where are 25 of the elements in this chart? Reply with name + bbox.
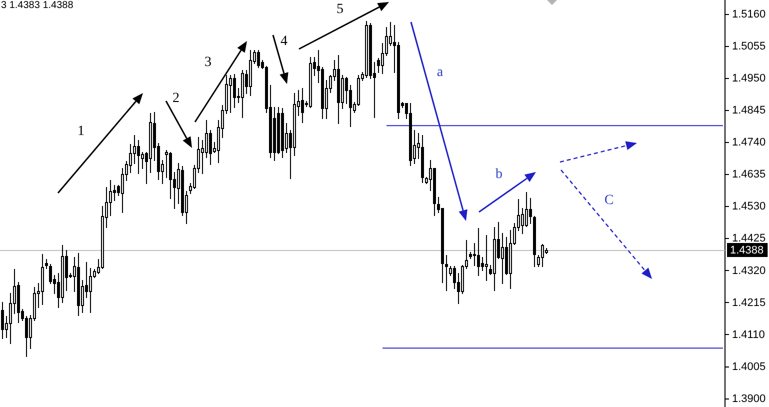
y-tick-label: 1.5160 [732,8,766,21]
y-tick-label: 1.4215 [732,296,766,309]
y-tick-label: 1.4530 [732,200,766,213]
annotation: 2 [172,91,180,107]
y-tick-label: 1.4635 [732,168,766,181]
y-tick-label: 1.4845 [732,104,766,117]
annotation: 3 [204,55,212,71]
annotation: 3 1.4383 1.4388 [1,0,74,11]
y-tick-label: 1.5055 [732,40,766,53]
y-tick-label: 1.4950 [732,72,766,85]
annotation: C [604,193,614,209]
y-tick-label: 1.4425 [732,232,766,245]
candlestick [473,243,476,266]
annotation: 5 [336,2,344,18]
annotation: 1 [78,124,84,140]
y-tick-label: 1.4110 [732,328,765,341]
y-tick-label: 1.4320 [732,264,766,277]
ref-line-label: 1.4388 [730,244,764,257]
candlestick [485,235,488,281]
y-tick-label: 1.3900 [732,392,766,405]
y-tick-label: 1.4740 [732,136,766,149]
annotation: a [436,65,444,81]
y-tick-label: 1.4005 [732,360,766,373]
annotation: 4 [280,34,288,50]
annotation: b [496,167,502,183]
